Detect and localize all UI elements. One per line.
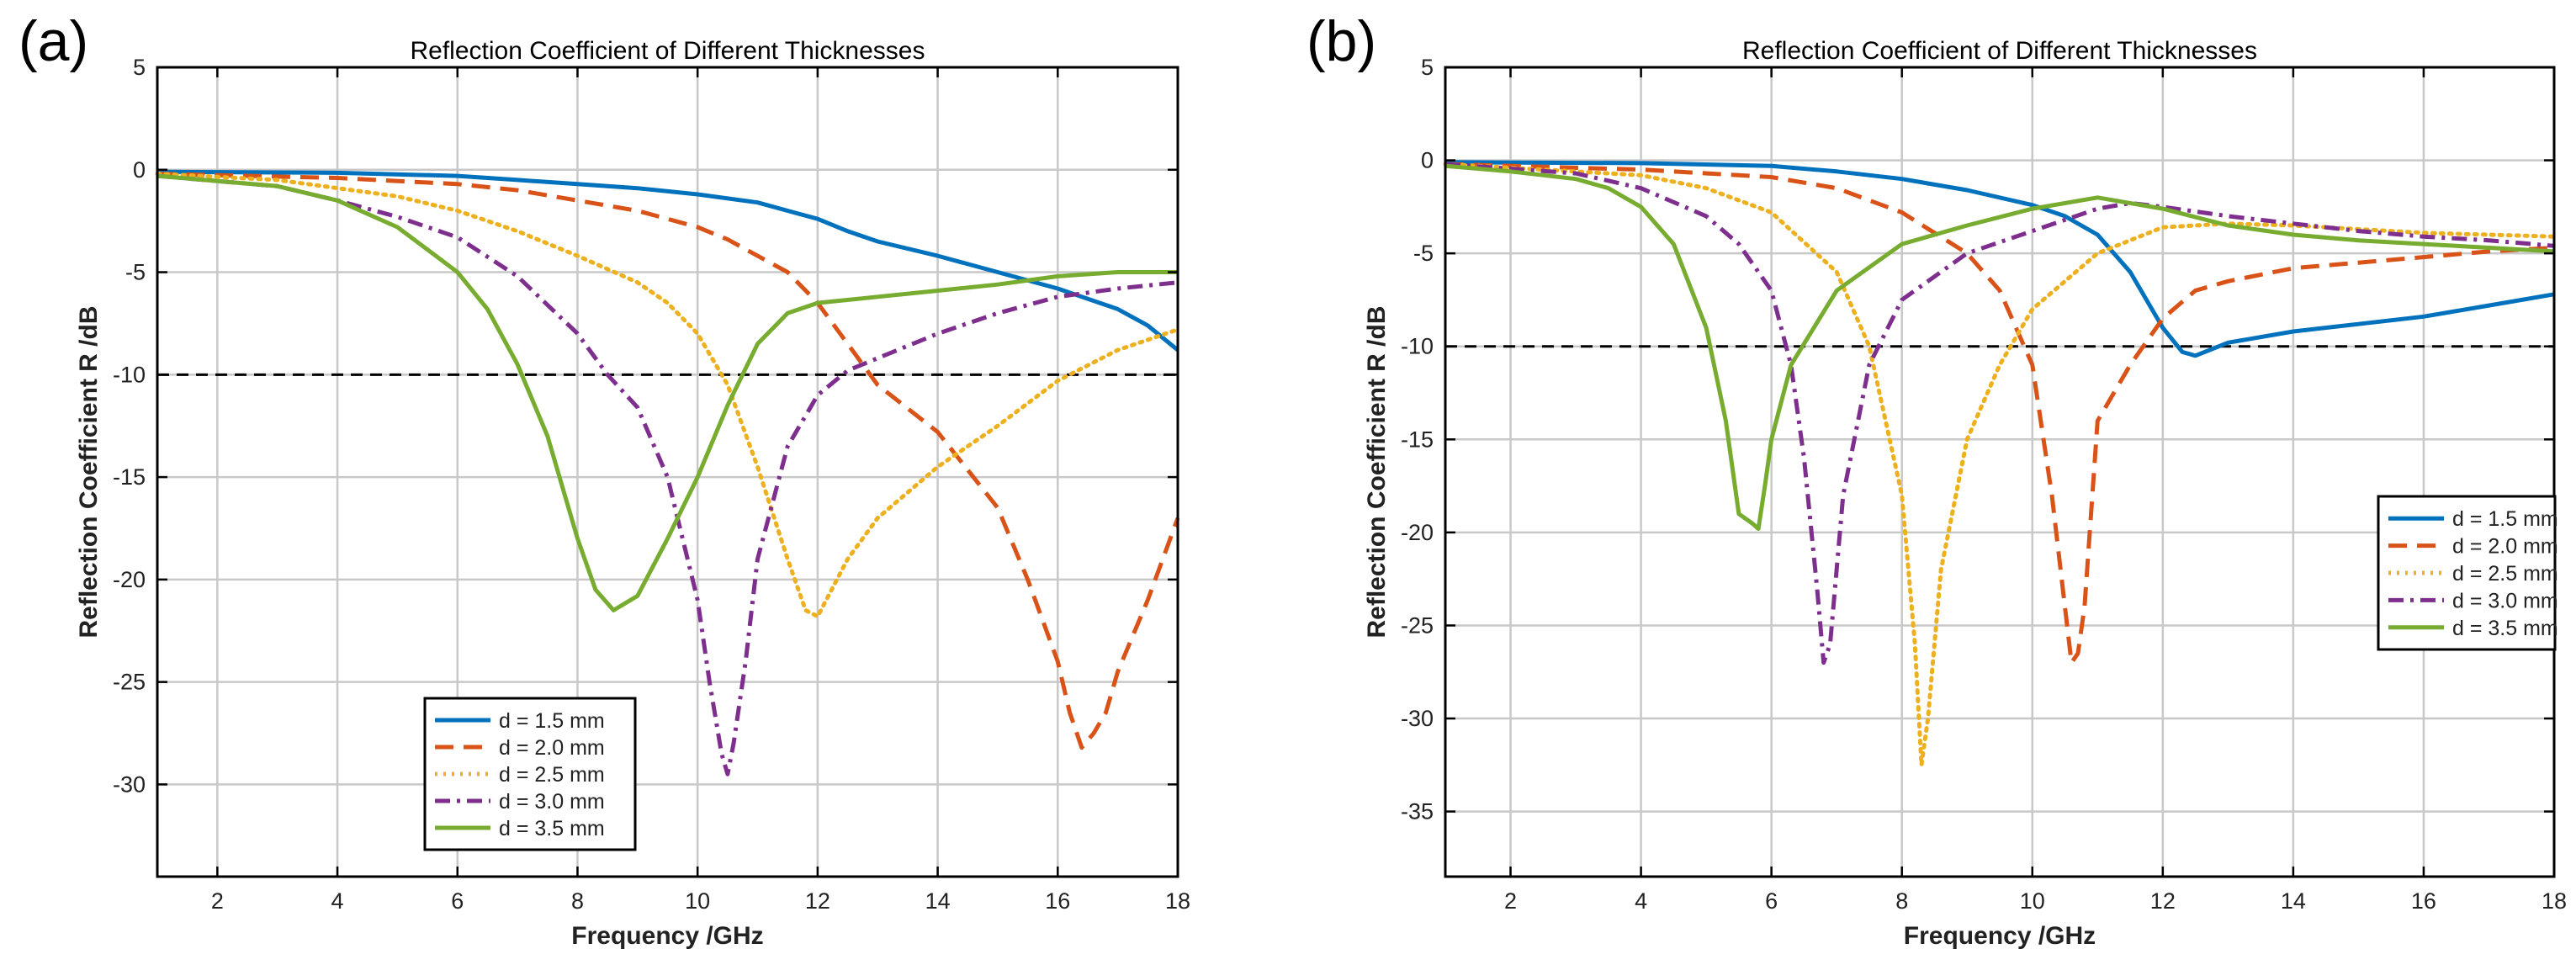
legend-label: d = 2.0 mm	[2452, 535, 2558, 559]
series-line-2	[156, 172, 1180, 750]
panel-label: (b)	[1307, 9, 1376, 73]
x-tick-label: 18	[1165, 888, 1190, 914]
y-tick-label: -10	[113, 362, 146, 387]
y-tick-label: -30	[113, 771, 146, 797]
legend-label: d = 3.5 mm	[2452, 617, 2558, 640]
legend-label: d = 2.5 mm	[499, 763, 605, 787]
y-axis-label: Reflection Coefficient R /dB	[1363, 305, 1391, 638]
series-line-1	[156, 169, 1179, 352]
series-line-2	[1444, 162, 2555, 665]
x-tick-label: 8	[571, 888, 584, 914]
x-tick-label: 2	[1504, 888, 1517, 914]
y-tick-label: -15	[1401, 427, 1434, 452]
x-tick-label: 16	[2411, 888, 2436, 914]
y-tick-label: -35	[1401, 799, 1434, 824]
plot-frame	[1444, 66, 2556, 878]
x-tick-label: 8	[1895, 888, 1908, 914]
chart-panel-a: (a) Reflection Coefficient of Different T…	[19, 9, 1190, 950]
legend: d = 1.5 mm d = 2.0 mm d = 2.5 mm d = 3.0 mm…	[423, 697, 637, 851]
y-tick-label: -5	[125, 260, 146, 285]
x-axis-label: Frequency /GHz	[1904, 922, 2096, 950]
y-axis-label: Reflection Coefficient R /dB	[75, 305, 103, 638]
legend-label: d = 1.5 mm	[2452, 507, 2558, 531]
series-line-4	[156, 173, 1179, 777]
x-tick-label: 14	[925, 888, 951, 914]
series-line-3	[155, 172, 1180, 619]
legend-box	[423, 697, 637, 851]
legend-box	[2377, 495, 2557, 651]
y-tick-label: 0	[1421, 148, 1434, 173]
legend-label: d = 3.0 mm	[2452, 589, 2558, 612]
x-tick-label: 10	[2020, 888, 2045, 914]
legend-label: d = 2.0 mm	[499, 736, 605, 760]
legend-label: d = 2.5 mm	[2452, 562, 2558, 586]
x-tick-label: 6	[451, 888, 464, 914]
y-tick-label: 5	[1421, 55, 1434, 80]
x-tick-label: 12	[805, 888, 830, 914]
plot-frame	[156, 66, 1179, 878]
series-line-4	[1444, 162, 2555, 665]
chart-title: Reflection Coefficient of Different Thic…	[1742, 37, 2257, 65]
legend-label: d = 1.5 mm	[499, 709, 605, 733]
grid	[1445, 67, 2554, 877]
series-line-5	[156, 173, 1178, 612]
y-tick-label: -25	[1401, 612, 1434, 638]
y-tick-label: -20	[1401, 520, 1434, 545]
series-line-1	[1444, 160, 2555, 358]
chart-a: (a) Reflection Coefficient of Different T…	[19, 9, 1190, 950]
x-axis-label: Frequency /GHz	[571, 922, 763, 950]
x-tick-label: 6	[1765, 888, 1778, 914]
x-tick-label: 4	[1635, 888, 1647, 914]
y-tick-label: -25	[113, 670, 146, 695]
legend-label: d = 3.5 mm	[499, 817, 605, 840]
y-tick-label: 5	[133, 55, 146, 80]
chart-b: (b) Reflection Coefficient of Different T…	[1307, 9, 2567, 950]
x-tick-label: 14	[2281, 888, 2306, 914]
x-tick-label: 18	[2542, 888, 2567, 914]
chart-panel-b: (b) Reflection Coefficient of Different T…	[1288, 0, 2576, 970]
y-tick-label: 0	[133, 157, 146, 183]
grid	[157, 67, 1178, 877]
y-tick-label: -15	[113, 464, 146, 490]
legend-label: d = 3.0 mm	[499, 790, 605, 814]
y-tick-label: -20	[113, 567, 146, 592]
legend: d = 1.5 mm d = 2.0 mm d = 2.5 mm d = 3.0 mm…	[2377, 495, 2558, 651]
series-line-5	[1444, 163, 2555, 531]
y-tick-label: -5	[1413, 241, 1434, 266]
y-tick-label: -10	[1401, 334, 1434, 359]
chart-title: Reflection Coefficient of Different Thic…	[411, 37, 925, 65]
panel-label: (a)	[19, 9, 88, 73]
x-tick-label: 12	[2150, 888, 2176, 914]
x-tick-label: 2	[211, 888, 224, 914]
x-tick-label: 4	[331, 888, 344, 914]
x-tick-label: 10	[685, 888, 710, 914]
y-tick-label: -30	[1401, 706, 1434, 731]
x-tick-label: 16	[1045, 888, 1070, 914]
